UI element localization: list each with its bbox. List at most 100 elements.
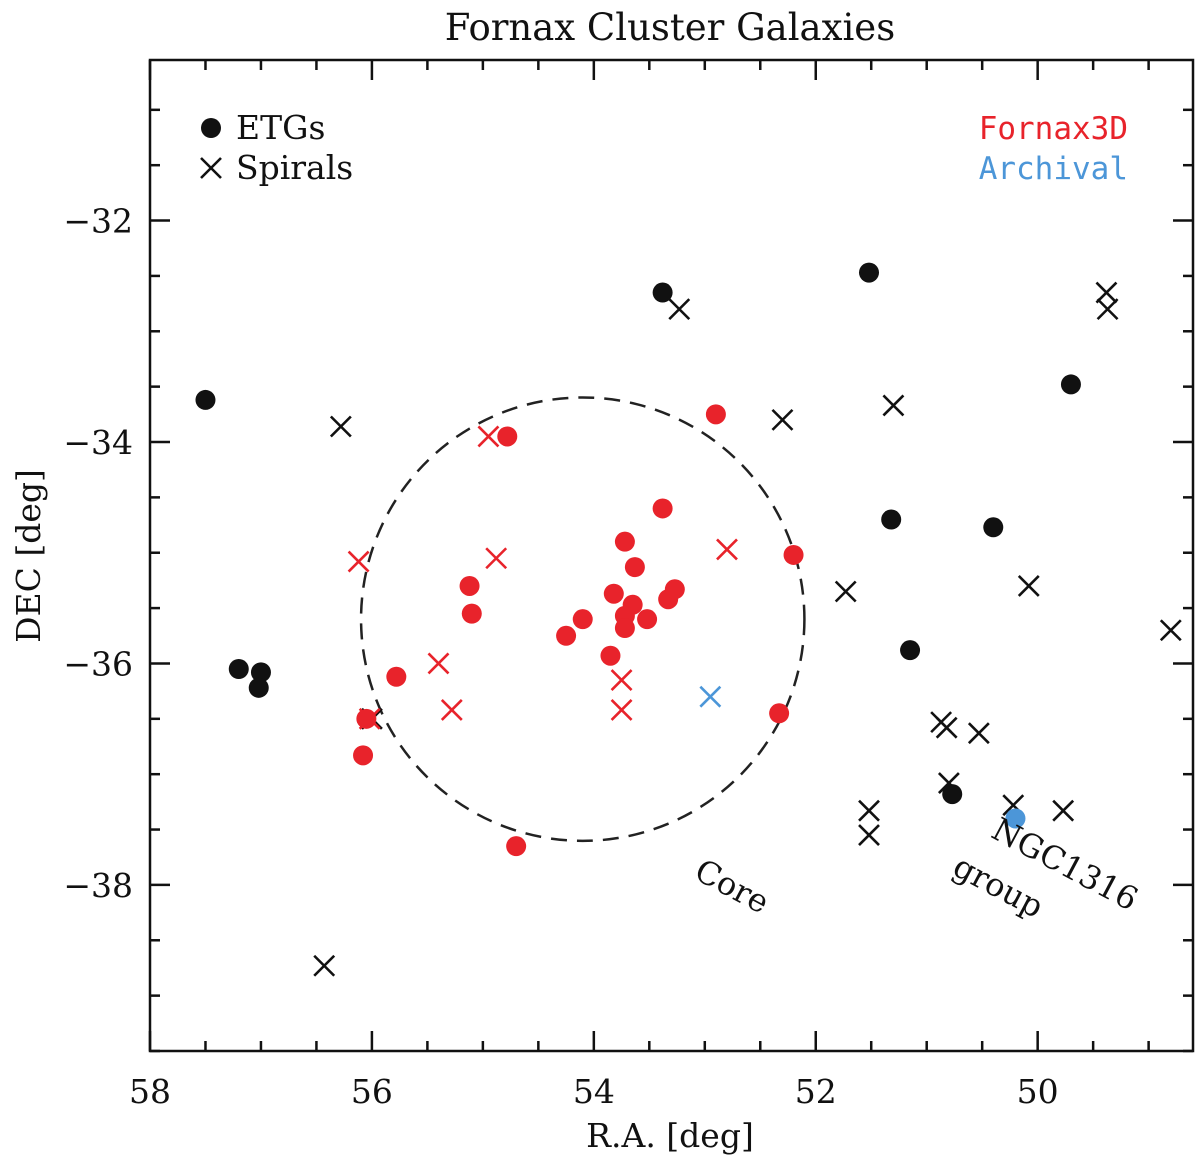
etg-point — [600, 645, 621, 666]
spiral-point — [329, 415, 352, 438]
x-stroke — [427, 652, 450, 675]
core-circle — [359, 396, 806, 843]
spiral-point — [699, 685, 722, 708]
spiral-point — [1159, 619, 1182, 642]
x-stroke — [440, 699, 463, 721]
x-stroke — [771, 408, 794, 431]
spiral-point — [610, 699, 633, 721]
y-axis-label: DEC [deg] — [9, 469, 48, 643]
etg-point — [783, 544, 804, 565]
etg-point — [461, 603, 482, 624]
spiral-point — [937, 772, 960, 794]
data-points — [195, 262, 1182, 977]
etg-point — [652, 282, 673, 303]
series — [353, 404, 804, 857]
etg-point — [1060, 374, 1081, 395]
x-tick-label: 58 — [129, 1072, 171, 1111]
etg-point — [652, 498, 673, 519]
x-stroke — [967, 722, 990, 745]
etg-point — [506, 836, 527, 857]
chart-title: Fornax Cluster Galaxies — [445, 6, 895, 49]
etg-point — [386, 666, 407, 687]
x-stroke — [1096, 298, 1119, 321]
x-stroke — [668, 298, 691, 321]
x-stroke — [313, 954, 336, 977]
series — [699, 685, 722, 708]
spiral-point — [834, 580, 857, 603]
spiral-point — [347, 550, 370, 573]
spiral-point — [358, 707, 381, 730]
x-tick-label: 56 — [351, 1072, 393, 1111]
series — [1005, 808, 1026, 829]
x-tick-label: 50 — [1017, 1072, 1059, 1111]
color-legend: Fornax3D Archival — [979, 111, 1128, 187]
spiral-point — [882, 394, 905, 417]
spiral-point — [477, 425, 500, 448]
etg-point — [859, 262, 880, 283]
x-stroke — [1002, 794, 1025, 817]
x-stroke — [937, 772, 960, 794]
etg-point — [459, 575, 480, 596]
x-stroke — [329, 415, 352, 438]
y-tick-label: −36 — [63, 644, 133, 683]
spiral-point — [1052, 799, 1075, 822]
spiral-point — [427, 652, 450, 675]
x-stroke — [200, 157, 222, 179]
etg-point — [705, 404, 726, 425]
x-stroke — [935, 716, 958, 739]
x-stroke — [858, 799, 880, 822]
etg-point — [664, 579, 685, 600]
x-stroke — [858, 824, 880, 847]
x-stroke — [716, 538, 738, 561]
spiral-point — [313, 954, 336, 977]
plot-frame — [148, 58, 1195, 1053]
series — [195, 262, 1081, 805]
x-stroke — [347, 550, 370, 573]
x-stroke — [1095, 281, 1118, 304]
x-stroke — [610, 669, 633, 691]
axis-ticks — [148, 60, 1193, 1053]
etg-point — [624, 557, 645, 578]
etg-point — [614, 531, 635, 552]
x-tick-label: 54 — [573, 1072, 615, 1111]
etg-point — [881, 509, 902, 530]
series — [347, 425, 738, 730]
annotation: Core — [689, 851, 776, 921]
x-stroke — [834, 580, 857, 603]
spiral-point — [935, 716, 958, 739]
legend-color-label: Fornax3D — [979, 111, 1128, 147]
spiral-point — [610, 669, 633, 691]
legend-spiral-marker — [200, 157, 222, 179]
spiral-point — [1096, 298, 1119, 321]
legend-label: ETGs — [236, 108, 325, 147]
x-axis-label: R.A. [deg] — [586, 1116, 754, 1155]
x-stroke — [1017, 575, 1040, 597]
spiral-point — [1017, 575, 1040, 597]
spiral-point — [771, 408, 794, 431]
etg-point — [556, 625, 577, 646]
x-stroke — [1052, 799, 1075, 822]
spiral-point — [440, 699, 463, 721]
etg-point — [1005, 808, 1026, 829]
etg-point — [603, 583, 624, 604]
x-stroke — [1159, 619, 1182, 642]
legend-color-label: Archival — [979, 151, 1128, 187]
x-stroke — [699, 685, 722, 708]
etg-point — [250, 662, 271, 683]
spiral-point — [716, 538, 738, 561]
x-tick-labels: 58 56 54 52 50 — [129, 1072, 1059, 1111]
etg-point — [572, 609, 593, 630]
etg-point — [195, 389, 216, 410]
y-tick-labels: −32 −34 −36 −38 — [63, 202, 133, 905]
etg-point — [637, 609, 658, 630]
etg-point — [900, 640, 921, 661]
y-tick-label: −32 — [63, 202, 133, 241]
x-tick-label: 52 — [795, 1072, 837, 1111]
etg-point — [228, 658, 249, 679]
spiral-point — [1095, 281, 1118, 304]
x-stroke — [882, 394, 905, 417]
etg-point — [356, 708, 377, 729]
